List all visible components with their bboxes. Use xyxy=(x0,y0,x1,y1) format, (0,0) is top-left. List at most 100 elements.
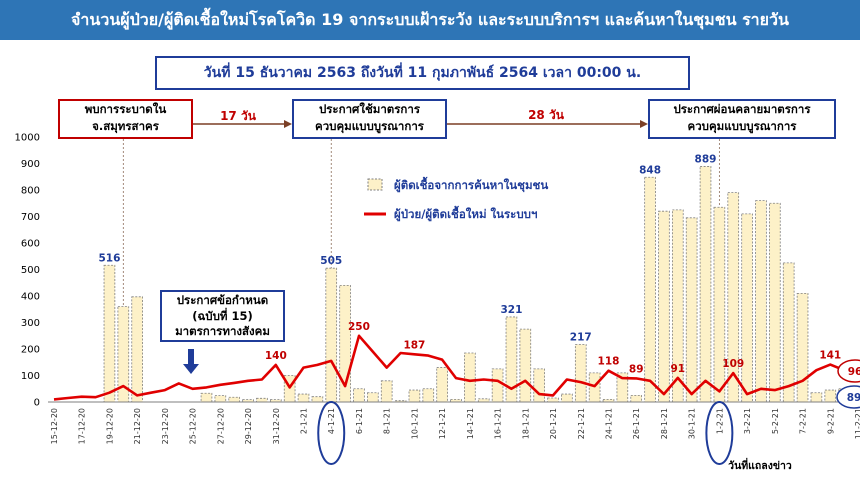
community-bar xyxy=(644,176,656,403)
legend-bar-label: ผู้ติดเชื้อจากการค้นหาในชุมชน xyxy=(394,176,548,193)
x-tick-label: 5-2-21 xyxy=(771,408,780,434)
x-tick-label: 3-2-21 xyxy=(743,408,752,434)
relax-measure-annotation: ประกาศผ่อนคลายมาตรการ ควบคุมแบบบูรณาการ xyxy=(648,99,836,139)
community-bar xyxy=(380,380,393,403)
community-bar xyxy=(741,213,753,403)
community-bar xyxy=(297,393,310,403)
y-tick-label: 100 xyxy=(21,371,40,382)
bar-data-label: 848 xyxy=(639,164,661,176)
community-bar xyxy=(630,394,643,403)
order-line2: (ฉบับที่ 15) xyxy=(192,308,253,323)
x-tick-label: 20-1-21 xyxy=(549,408,558,439)
down-arrow-shaft xyxy=(188,349,194,365)
strict-measure-annotation: ประกาศใช้มาตรการ ควบคุมแบบบูรณาการ xyxy=(292,99,447,139)
y-tick-label: 900 xyxy=(21,159,40,170)
community-bar xyxy=(782,262,795,403)
order-line3: มาตรการทางสังคม xyxy=(175,324,270,338)
community-bar xyxy=(228,396,241,403)
social-order-annotation: ประกาศข้อกำหนด (ฉบับที่ 15) มาตรการทางสั… xyxy=(160,290,285,342)
outbreak-line2: จ.สมุทรสาคร xyxy=(92,119,159,133)
x-tick-label: 2-1-21 xyxy=(300,408,309,434)
x-tick-label: 27-12-20 xyxy=(216,408,225,444)
y-tick-label: 0 xyxy=(34,398,40,409)
x-tick-label: 22-1-21 xyxy=(577,408,586,439)
end-line-value: 96 xyxy=(848,366,860,378)
x-tick-label: 26-1-21 xyxy=(632,408,641,439)
end-bar-value: 89 xyxy=(847,392,860,404)
gap2-label: 28 วัน xyxy=(528,108,565,122)
line-data-label: 187 xyxy=(403,339,425,351)
community-bar xyxy=(311,396,324,403)
end-bar-circle xyxy=(836,385,860,409)
legend-bar-swatch xyxy=(367,178,383,191)
x-tick-label: 18-1-21 xyxy=(521,408,530,439)
community-bar xyxy=(367,392,379,403)
relax-line2: ควบคุมแบบบูรณาการ xyxy=(687,119,797,133)
press-date-marker xyxy=(317,401,346,465)
line-data-label: 91 xyxy=(670,363,685,375)
x-tick-label: 14-1-21 xyxy=(466,408,475,439)
community-bar xyxy=(616,372,629,403)
x-tick-label: 31-12-20 xyxy=(272,408,281,444)
community-bar xyxy=(464,352,476,403)
community-bar xyxy=(103,264,116,403)
community-bar xyxy=(131,296,143,403)
y-tick-label: 600 xyxy=(21,239,40,250)
strict-line2: ควบคุมแบบบูรณาการ xyxy=(315,119,424,133)
outbreak-line1: พบการระบาดใน xyxy=(84,102,167,116)
bar-data-label: 889 xyxy=(695,153,717,165)
x-tick-label: 4-1-21 xyxy=(327,408,336,434)
x-tick-label: 9-2-21 xyxy=(826,408,835,434)
line-data-label: 250 xyxy=(348,321,370,333)
y-tick-label: 300 xyxy=(21,318,40,329)
x-tick-label: 8-1-21 xyxy=(383,408,392,434)
x-tick-label: 6-1-21 xyxy=(355,408,364,434)
community-bar xyxy=(796,292,809,403)
bar-data-label: 321 xyxy=(500,304,522,316)
x-tick-label: 16-1-21 xyxy=(494,408,503,439)
community-bar xyxy=(561,393,573,403)
community-bar xyxy=(547,397,559,403)
community-bar xyxy=(658,210,670,403)
line-data-label: 118 xyxy=(598,356,620,368)
x-tick-label: 21-12-20 xyxy=(133,408,142,444)
y-tick-label: 800 xyxy=(21,186,40,197)
community-bar xyxy=(505,316,518,403)
x-tick-label: 11-2-21 xyxy=(854,408,860,439)
outbreak-annotation: พบการระบาดใน จ.สมุทรสาคร xyxy=(58,99,193,139)
order-line1: ประกาศข้อกำหนด xyxy=(176,293,269,307)
bar-data-label: 516 xyxy=(98,252,120,264)
x-tick-label: 10-1-21 xyxy=(410,408,419,439)
x-tick-label: 17-12-20 xyxy=(78,408,87,444)
community-bar xyxy=(339,284,351,403)
page-title: จำนวนผู้ป่วย/ผู้ติดเชื้อใหม่โรคโควิด 19 … xyxy=(0,0,860,40)
community-bar xyxy=(685,217,698,403)
x-tick-label: 7-2-21 xyxy=(799,408,808,434)
x-tick-label: 29-12-20 xyxy=(244,408,253,444)
new-cases-line xyxy=(53,334,859,401)
period-subtitle: วันที่ 15 ธันวาคม 2563 ถึงวันที่ 11 กุมภ… xyxy=(155,56,690,90)
community-bar xyxy=(214,395,227,403)
gap2-arrowhead xyxy=(640,120,648,128)
community-bar xyxy=(519,328,532,403)
community-bar xyxy=(533,368,545,403)
community-bar xyxy=(755,200,767,403)
community-bar xyxy=(200,392,213,403)
community-bar xyxy=(422,388,435,403)
x-tick-label: 12-1-21 xyxy=(438,408,447,439)
x-tick-label: 30-1-21 xyxy=(688,408,697,439)
down-arrow-head xyxy=(183,364,199,374)
gap1-arrowhead xyxy=(284,120,292,128)
x-tick-label: 19-12-20 xyxy=(105,408,114,444)
community-bar xyxy=(574,344,587,403)
strict-line1: ประกาศใช้มาตรการ xyxy=(318,102,421,116)
community-bar xyxy=(256,397,268,403)
community-bar xyxy=(436,367,448,403)
y-tick-label: 1000 xyxy=(15,133,40,144)
line-data-label: 109 xyxy=(722,358,744,370)
y-tick-label: 200 xyxy=(21,345,40,356)
line-data-label: 89 xyxy=(629,363,644,375)
community-bar xyxy=(769,202,781,403)
press-date-label: วันที่แถลงข่าว xyxy=(728,457,792,472)
community-bar xyxy=(727,192,740,403)
